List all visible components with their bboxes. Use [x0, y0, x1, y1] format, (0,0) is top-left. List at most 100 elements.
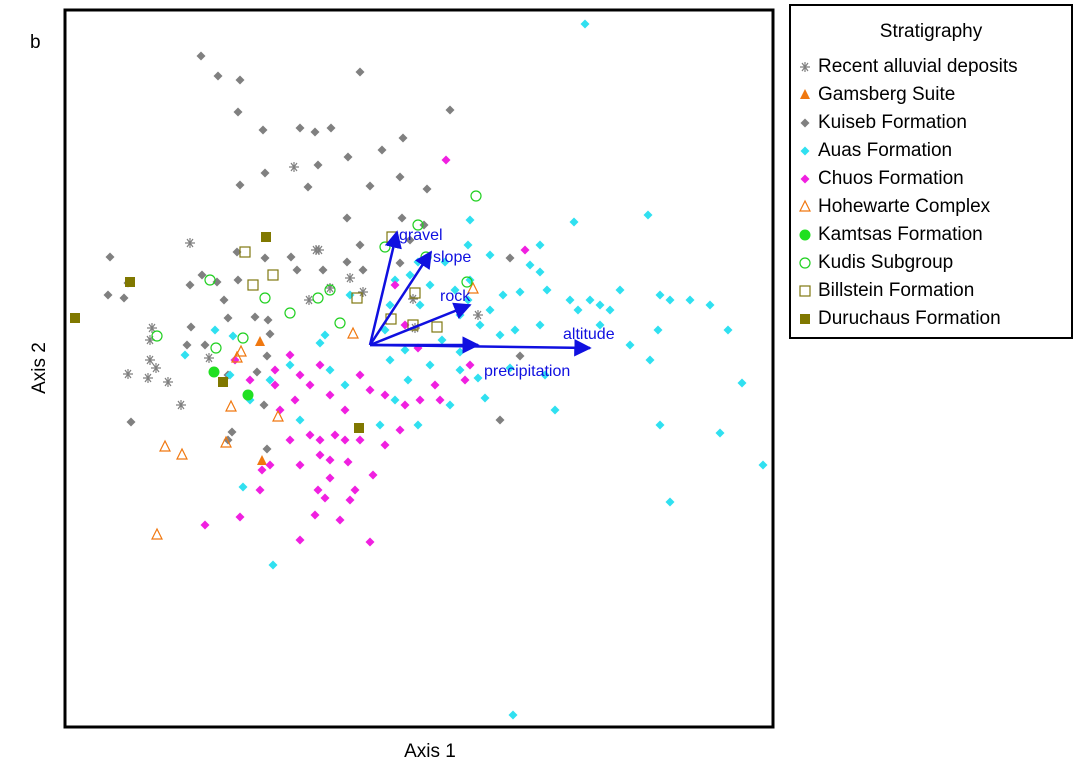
- point: [390, 275, 400, 285]
- point: [540, 370, 550, 380]
- point: [495, 330, 505, 340]
- point: [200, 340, 210, 350]
- point: [213, 71, 223, 81]
- vector-arrow: [368, 250, 433, 346]
- point: [315, 338, 325, 348]
- point: [573, 305, 583, 315]
- point: [405, 235, 415, 245]
- point: [515, 287, 525, 297]
- point: [643, 210, 653, 220]
- point: [228, 331, 238, 341]
- point: [318, 265, 328, 275]
- point: [565, 295, 575, 305]
- point: [290, 395, 300, 405]
- legend-label: Auas Formation: [818, 140, 952, 161]
- point: [265, 375, 275, 385]
- point: [151, 330, 163, 342]
- point: [242, 389, 254, 401]
- point: [345, 290, 355, 300]
- point: [465, 215, 475, 225]
- legend-label: Gamsberg Suite: [818, 84, 955, 105]
- point: [295, 535, 305, 545]
- point: [354, 423, 364, 433]
- point: [350, 485, 360, 495]
- point: [455, 347, 465, 357]
- legend-marker: [799, 229, 811, 241]
- point: [425, 360, 435, 370]
- legend-marker: [800, 62, 810, 72]
- point: [182, 340, 192, 350]
- legend-marker: [800, 118, 810, 128]
- point: [313, 485, 323, 495]
- point: [409, 287, 421, 299]
- point: [303, 182, 313, 192]
- point: [542, 285, 552, 295]
- point: [422, 184, 432, 194]
- point: [368, 470, 378, 480]
- point: [204, 353, 214, 363]
- vector-label: rock: [440, 288, 471, 305]
- point: [232, 247, 242, 257]
- point: [239, 246, 251, 258]
- point: [255, 336, 265, 346]
- point: [615, 285, 625, 295]
- point: [441, 155, 451, 165]
- point: [653, 325, 663, 335]
- point: [485, 305, 495, 315]
- point: [289, 162, 299, 172]
- point: [325, 365, 335, 375]
- point: [259, 292, 271, 304]
- point: [238, 482, 248, 492]
- point: [520, 245, 530, 255]
- point: [430, 380, 440, 390]
- point: [463, 295, 473, 305]
- point: [377, 145, 387, 155]
- legend-label: Recent alluvial deposits: [818, 56, 1018, 77]
- point: [210, 325, 220, 335]
- point: [445, 400, 455, 410]
- point: [325, 473, 335, 483]
- point: [250, 312, 260, 322]
- point: [390, 280, 400, 290]
- vector-label: precipitation: [484, 363, 570, 380]
- point: [351, 292, 363, 304]
- point: [705, 300, 715, 310]
- point: [358, 265, 368, 275]
- point: [270, 365, 280, 375]
- point: [210, 342, 222, 354]
- point: [125, 277, 135, 287]
- point: [475, 320, 485, 330]
- point: [151, 363, 161, 373]
- legend-label: Duruchaus Formation: [818, 308, 1001, 329]
- point: [463, 240, 473, 250]
- point: [270, 380, 280, 390]
- legend-marker: [800, 89, 810, 99]
- point: [508, 710, 518, 720]
- point: [403, 375, 413, 385]
- point: [196, 51, 206, 61]
- legend-label: Kamtsas Formation: [818, 224, 983, 245]
- point: [685, 295, 695, 305]
- legend-marker: [799, 199, 811, 212]
- point: [415, 395, 425, 405]
- point: [326, 123, 336, 133]
- point: [397, 213, 407, 223]
- point: [535, 320, 545, 330]
- point: [595, 300, 605, 310]
- point: [272, 409, 284, 422]
- point: [295, 460, 305, 470]
- point: [419, 220, 429, 230]
- vector-label: gravel: [399, 227, 443, 244]
- vector-arrow: [369, 302, 472, 347]
- point: [295, 123, 305, 133]
- point: [515, 351, 525, 361]
- point: [315, 435, 325, 445]
- point: [343, 152, 353, 162]
- point: [535, 240, 545, 250]
- point: [267, 269, 279, 281]
- point: [145, 355, 155, 365]
- point: [390, 395, 400, 405]
- point: [260, 168, 270, 178]
- point: [200, 520, 210, 530]
- point: [505, 363, 515, 373]
